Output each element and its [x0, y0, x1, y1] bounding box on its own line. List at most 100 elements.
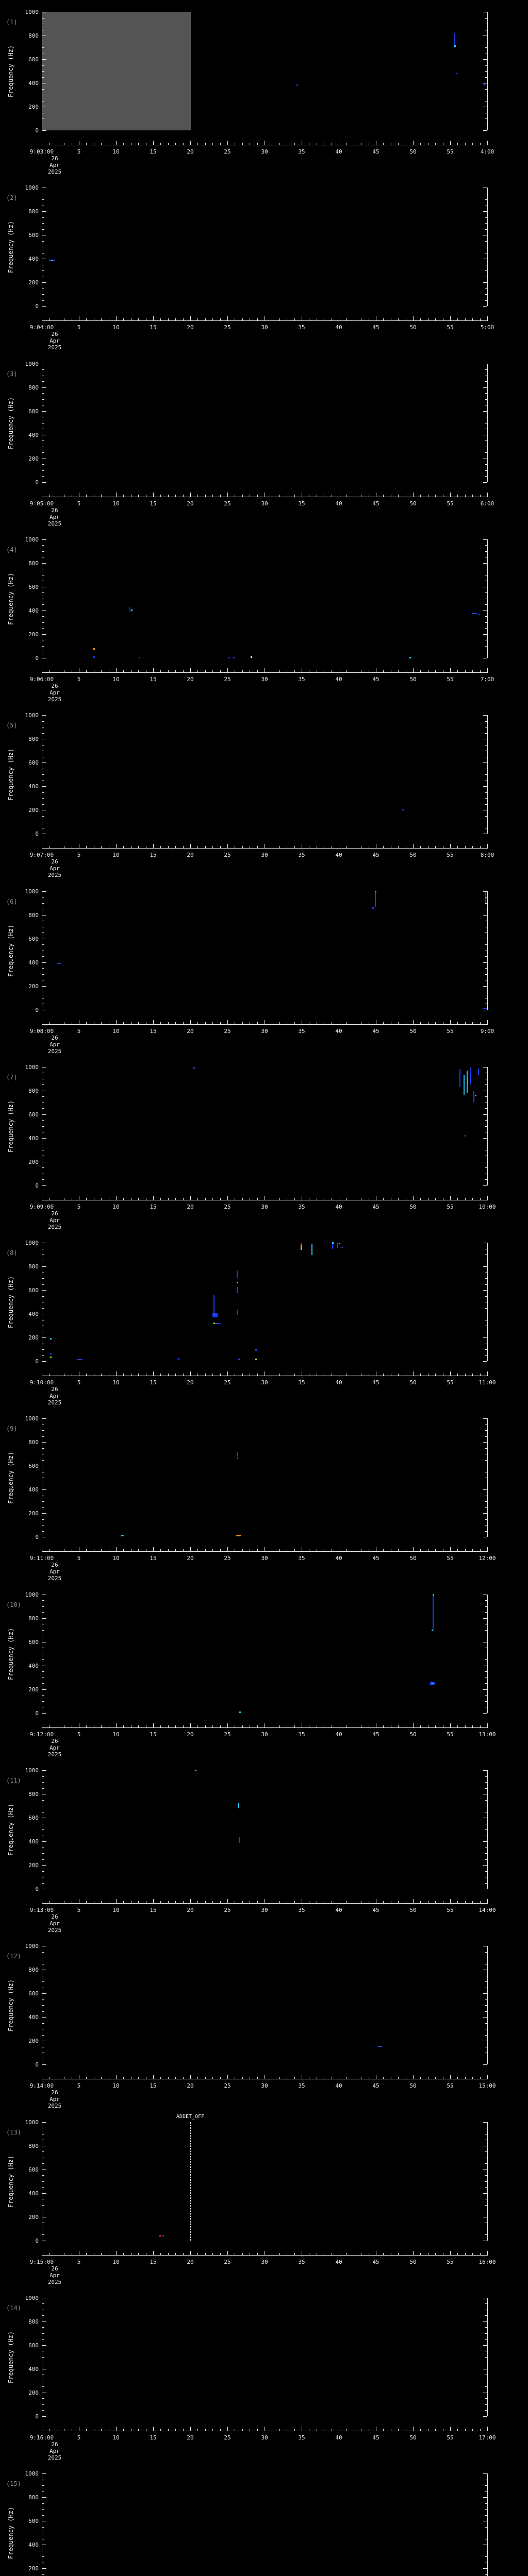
x-tick	[168, 1374, 169, 1376]
y-tick	[483, 211, 487, 212]
x-tick	[175, 2077, 176, 2079]
x-tick	[153, 1899, 154, 1903]
x-tick-label: 30	[261, 852, 268, 859]
y-tick	[42, 1770, 46, 1771]
x-tick-label: 40	[335, 852, 342, 859]
y-tick-label: 800	[28, 1439, 39, 1446]
x-tick	[457, 1549, 458, 1552]
date-label: 26	[51, 2441, 58, 2448]
signal-streak	[464, 1075, 465, 1095]
x-tick	[413, 1547, 414, 1552]
x-tick	[413, 1020, 414, 1024]
x-tick	[183, 2077, 184, 2079]
x-tick	[383, 2252, 384, 2255]
x-tick	[160, 1022, 161, 1024]
y-tick-label: 600	[28, 232, 39, 239]
y-tick	[485, 1683, 487, 1684]
x-tick	[153, 2426, 154, 2431]
y-axis-title: Frequency (Hz)	[7, 221, 14, 273]
x-tick	[86, 2252, 87, 2255]
y-tick-label: 1000	[25, 1240, 39, 1247]
x-tick	[197, 2428, 199, 2431]
signal-dot	[162, 2235, 164, 2237]
x-tick	[153, 1371, 154, 1376]
x-tick	[168, 2428, 169, 2431]
x-tick	[220, 2252, 221, 2255]
x-tick-label: 55	[447, 148, 454, 155]
y-tick	[42, 2345, 46, 2346]
y-tick	[485, 118, 487, 119]
y-tick	[485, 721, 487, 722]
y-tick	[42, 199, 44, 200]
x-tick	[49, 1374, 50, 1376]
x-tick	[383, 846, 384, 849]
y-tick	[42, 1138, 46, 1139]
x-tick	[197, 1901, 199, 1903]
y-axis-right	[487, 539, 488, 658]
spectrogram-panel: (15)Frequency (Hz)0200400600800100051015…	[0, 2462, 528, 2576]
x-tick	[220, 846, 221, 849]
x-tick	[480, 1022, 481, 1024]
y-tick	[483, 2064, 487, 2065]
y-tick	[42, 1284, 44, 1285]
signal-dash	[120, 1535, 124, 1536]
y-tick-label: 400	[28, 2190, 39, 2197]
x-tick	[487, 668, 488, 672]
y-tick	[42, 294, 44, 295]
x-tick-label: 10	[112, 324, 120, 331]
x-start-time-label: 9:11:00	[29, 1555, 54, 1562]
y-tick-label: 0	[35, 1886, 39, 1892]
y-tick-label: 0	[35, 1358, 39, 1365]
x-tick	[457, 318, 458, 321]
y-tick	[42, 470, 44, 471]
x-tick	[257, 2428, 258, 2431]
x-tick-label: 5	[77, 1203, 81, 1210]
signal-dot	[239, 1711, 241, 1713]
y-tick	[42, 2234, 44, 2235]
y-tick	[485, 1859, 487, 1860]
y-tick	[485, 1883, 487, 1884]
x-tick	[472, 143, 473, 145]
y-axis-right	[487, 2122, 488, 2241]
signal-dot	[193, 1066, 195, 1069]
y-tick	[42, 369, 44, 370]
x-tick	[160, 2428, 161, 2431]
x-tick-label: 25	[224, 1731, 231, 1738]
y-axis-right	[487, 1946, 488, 2065]
date-label: 2025	[47, 1223, 62, 1230]
x-axis	[42, 1727, 488, 1728]
x-end-time-label: 7:00	[480, 675, 494, 683]
x-tick	[472, 2252, 473, 2255]
signal-dot	[236, 1282, 238, 1284]
y-tick-label: 1000	[25, 536, 39, 543]
x-start-time-label: 9:07:00	[29, 852, 54, 859]
date-label: 2025	[47, 1399, 62, 1406]
x-tick	[190, 1723, 191, 1727]
y-tick	[42, 622, 44, 623]
signal-streak	[470, 1067, 472, 1085]
y-tick	[485, 1776, 487, 1777]
x-tick	[190, 492, 191, 497]
y-tick	[42, 1713, 46, 1714]
y-axis-right	[487, 2297, 488, 2416]
x-tick	[197, 1374, 199, 1376]
date-label: Apr	[50, 2272, 60, 2279]
x-axis	[42, 1024, 488, 1025]
x-tick	[383, 1022, 384, 1024]
x-start-time-label: 9:04:00	[29, 324, 54, 331]
x-tick	[257, 1374, 258, 1376]
y-tick	[483, 2473, 487, 2475]
signal-dot	[296, 84, 299, 86]
x-tick-label: 35	[298, 1379, 305, 1386]
y-tick-label: 1000	[25, 2470, 39, 2478]
x-tick	[435, 846, 436, 849]
signal-streak	[454, 33, 455, 46]
y-tick	[485, 592, 487, 594]
y-tick-label: 200	[28, 104, 39, 110]
y-tick	[485, 1501, 487, 1502]
x-tick	[242, 1901, 243, 1903]
x-tick	[279, 1197, 280, 1200]
x-tick	[457, 1197, 458, 1200]
y-tick	[42, 2035, 44, 2036]
x-tick	[398, 494, 399, 497]
